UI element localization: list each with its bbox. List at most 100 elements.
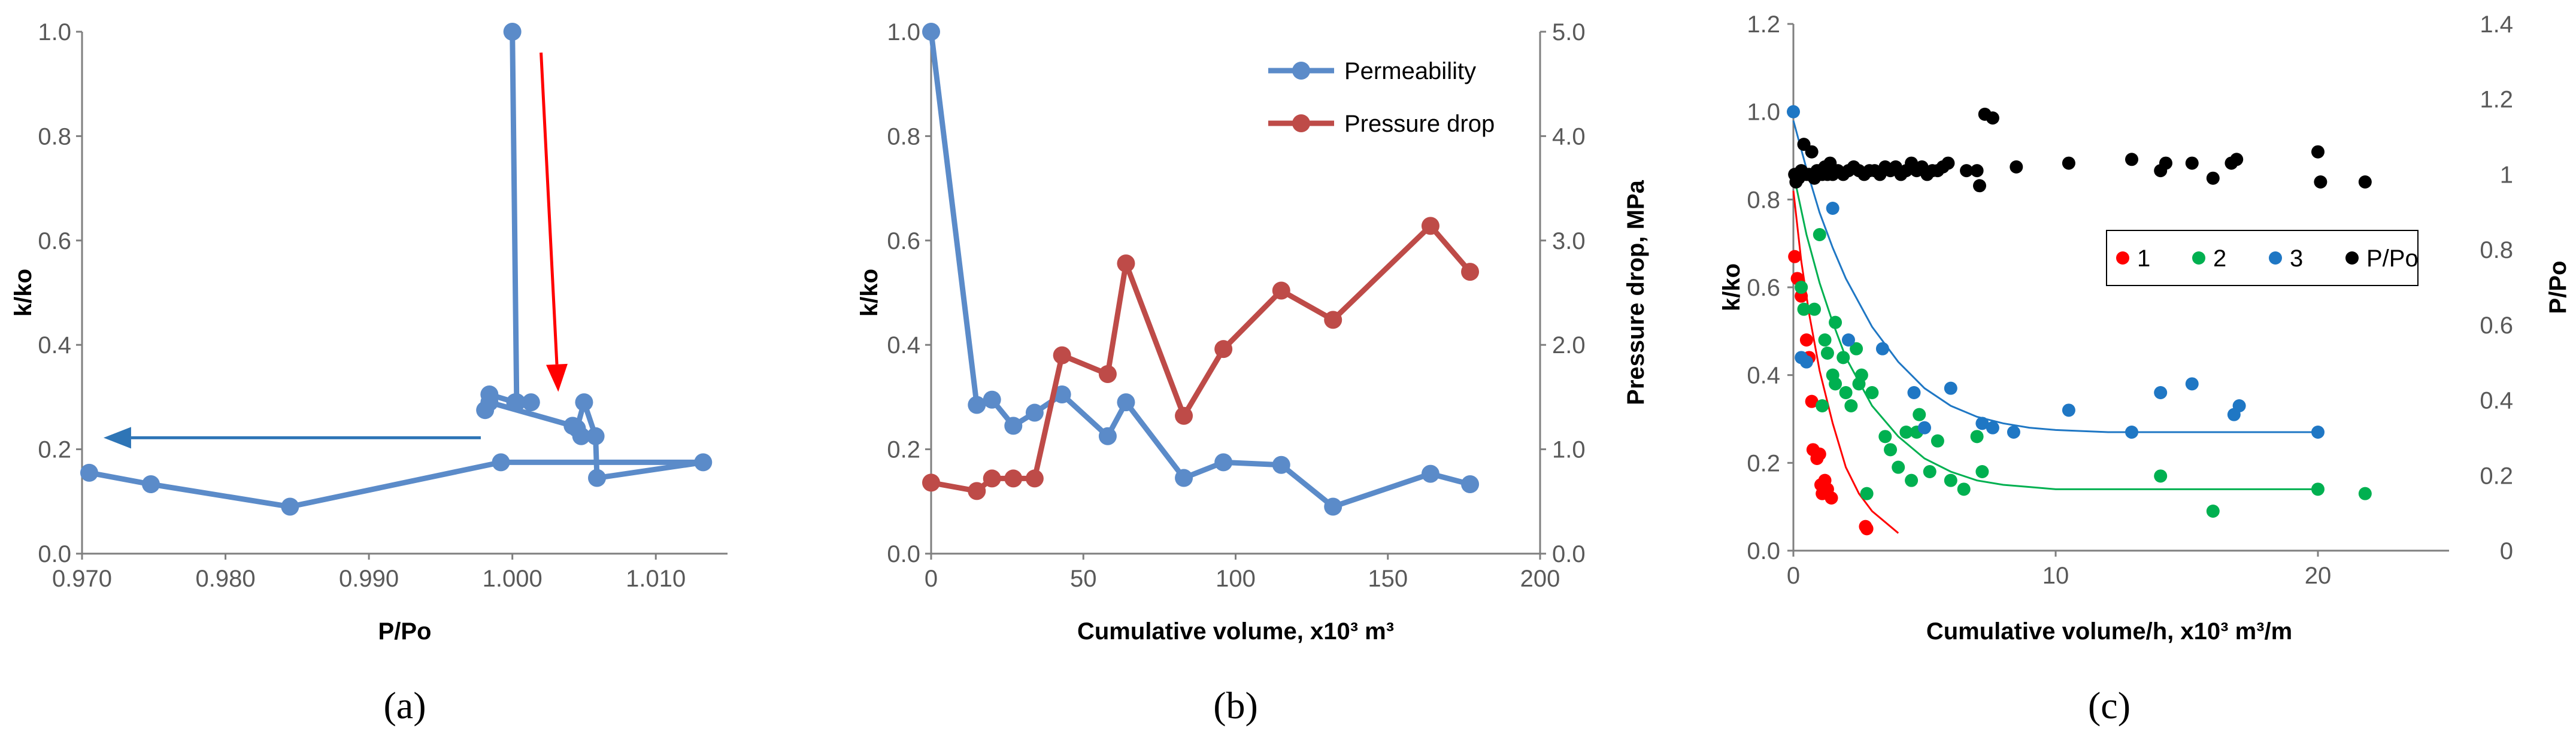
series-2-point <box>1884 443 1898 457</box>
series-3-point <box>1787 105 1800 119</box>
panel-label: (a) <box>383 684 426 727</box>
series-1-point <box>1799 333 1813 347</box>
series-3-point <box>1841 333 1855 347</box>
x-tick-label: 50 <box>1070 566 1097 592</box>
y-axis-title: k/ko <box>856 269 883 317</box>
legend-marker <box>2269 251 2282 265</box>
y2-tick-label: 0.0 <box>1552 541 1586 567</box>
permeability-point <box>922 23 940 41</box>
series-2-point <box>1931 434 1944 448</box>
panel-label: (c) <box>2088 684 2130 727</box>
series-3-point <box>2311 426 2325 439</box>
y-tick-label: 0.2 <box>1747 450 1780 476</box>
y2-tick-label: 0.2 <box>2480 463 2513 489</box>
series-2-point <box>1844 399 1858 412</box>
permeability-point <box>968 396 986 414</box>
legend-label: 3 <box>2290 245 2303 272</box>
arrow-head <box>103 427 131 449</box>
x-tick-label: 10 <box>2042 563 2069 589</box>
legend-box <box>2106 230 2419 286</box>
permeability-point <box>1175 469 1193 487</box>
series-2-point <box>1905 473 1919 487</box>
y2-axis-title: Pressure drop, MPa <box>1623 180 1649 405</box>
series-2-point <box>1923 465 1936 478</box>
series-2-point <box>1899 426 1913 439</box>
y2-tick-label: 0.6 <box>2480 312 2513 339</box>
x-tick-label: 150 <box>1368 566 1408 592</box>
data-point <box>503 23 522 41</box>
series-2-point <box>1944 473 1957 487</box>
legend-marker <box>1292 114 1310 132</box>
y-tick-label: 0.8 <box>1747 187 1780 213</box>
y-tick-label: 0.0 <box>38 541 71 567</box>
x-tick-label: 20 <box>2305 563 2332 589</box>
pressure-drop-point <box>1461 263 1480 281</box>
series-ppo-point <box>2185 156 2199 170</box>
series-ppo-point <box>2230 153 2244 166</box>
arrow-head <box>546 363 568 392</box>
series-ppo-point <box>1960 164 1974 178</box>
legend-label: Pressure drop <box>1344 111 1495 137</box>
series-2-point <box>1975 465 1989 478</box>
series-ppo-point <box>2010 160 2023 174</box>
permeability-point <box>1461 475 1480 494</box>
series-1-point <box>1788 250 1802 263</box>
y-tick-label: 0.4 <box>38 332 71 359</box>
x-tick-label: 0.990 <box>339 566 399 592</box>
permeability-point <box>1324 497 1342 516</box>
legend-marker <box>2345 251 2359 265</box>
y-tick-label: 0.6 <box>887 228 920 254</box>
y-tick-label: 0.2 <box>38 437 71 463</box>
series-2-point <box>1957 482 1971 496</box>
x-tick-label: 100 <box>1216 566 1256 592</box>
series-ppo-point <box>1805 145 1819 159</box>
legend-label: P/Po <box>2366 245 2419 272</box>
series-2-point <box>1816 399 1829 412</box>
x-axis-title: P/Po <box>378 618 432 645</box>
data-point <box>568 419 586 438</box>
permeability-point <box>1025 403 1044 422</box>
y2-tick-label: 0.4 <box>2480 388 2513 414</box>
y2-tick-label: 1.4 <box>2480 11 2513 38</box>
pressure-drop-point <box>1025 469 1044 488</box>
y-tick-label: 0.6 <box>38 228 71 254</box>
pressure-drop-point <box>1098 365 1117 384</box>
series-2-point <box>2154 469 2168 483</box>
x-tick-label: 0 <box>1787 563 1800 589</box>
permeability-point <box>1098 427 1117 445</box>
pressure-drop-point <box>1053 346 1071 365</box>
y-tick-label: 1.0 <box>38 19 71 45</box>
y-tick-label: 0.4 <box>1747 363 1780 389</box>
pressure-drop-point <box>968 482 986 500</box>
x-tick-label: 0 <box>925 566 938 592</box>
y2-tick-label: 1.0 <box>1552 437 1586 463</box>
series-1-point <box>1860 522 1874 536</box>
red-arrow <box>540 52 559 365</box>
legend-label: 2 <box>2213 245 2226 272</box>
y2-tick-label: 0.8 <box>2480 237 2513 263</box>
series-3-point <box>2007 426 2020 439</box>
permeability-point <box>1421 464 1439 483</box>
y2-tick-label: 3.0 <box>1552 228 1586 254</box>
legend-marker <box>2116 251 2129 265</box>
series-2-fit-curve <box>1792 173 2318 490</box>
series-2-point <box>1878 430 1892 444</box>
series-2-point <box>1829 315 1842 329</box>
series-2-point <box>1970 430 1984 444</box>
series-ppo-point <box>2206 171 2220 185</box>
y-tick-label: 0.0 <box>1747 538 1780 564</box>
permeability-point <box>983 390 1001 409</box>
series-2-point <box>1836 351 1850 365</box>
series-3-point <box>1975 417 1989 430</box>
pressure-drop-point <box>1272 281 1290 300</box>
series-2-point <box>1892 460 1905 474</box>
y-tick-label: 1.2 <box>1747 11 1780 38</box>
series-2-point <box>1797 302 1811 316</box>
pressure-drop-point <box>1004 469 1023 488</box>
series-line <box>89 31 706 510</box>
y-tick-label: 1.0 <box>1747 99 1780 126</box>
series-2-point <box>1818 333 1832 347</box>
series-2-point <box>1813 228 1826 241</box>
panel-label: (b) <box>1213 684 1258 727</box>
pressure-drop-point <box>1421 217 1439 235</box>
